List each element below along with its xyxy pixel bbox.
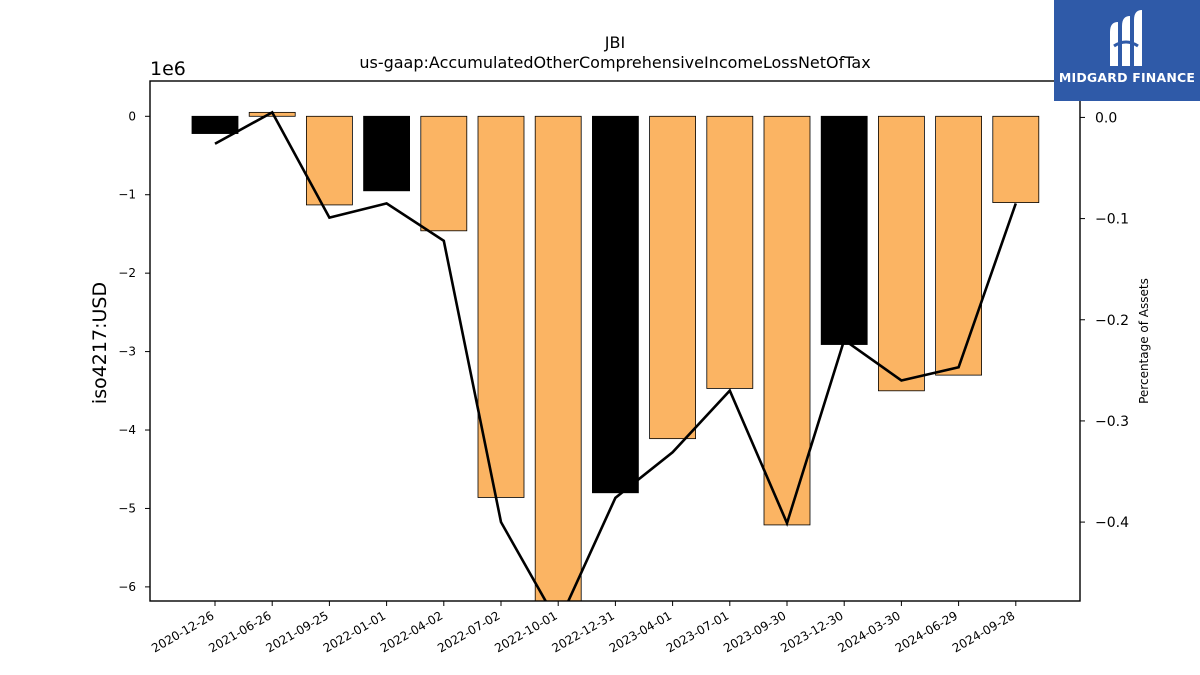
x-tick-label: 2023-04-01 — [607, 608, 674, 655]
x-tick-label: 2022-04-02 — [378, 608, 445, 655]
bar-2022-12-31 — [592, 115, 639, 494]
y-tick-label: −6 — [118, 580, 136, 594]
x-tick-label: 2021-06-26 — [206, 608, 273, 655]
bar-2023-09-30 — [763, 115, 811, 526]
x-tick-label: 2024-06-29 — [893, 608, 960, 655]
y-tick-label: −1 — [118, 188, 136, 202]
y2-tick-label: −0.3 — [1095, 414, 1129, 430]
x-tick-label: 2023-09-30 — [721, 608, 788, 655]
y-axis-label: iso4217:USD — [89, 282, 111, 404]
chart-title: JBI — [604, 33, 625, 52]
y-axis-offset-label: 1e6 — [150, 58, 186, 80]
line-layer — [214, 110, 1018, 601]
x-tick-label: 2024-03-30 — [835, 608, 902, 655]
percentage-line — [214, 110, 1018, 601]
bar-2022-10-01 — [534, 115, 582, 601]
y-tick-label: 0 — [128, 109, 136, 123]
x-tick-label: 2023-12-30 — [778, 608, 845, 655]
bar-2024-06-29 — [935, 115, 982, 376]
bar-2022-07-02 — [477, 115, 525, 498]
bar-2024-09-28 — [992, 115, 1040, 203]
bars-layer — [191, 111, 1040, 601]
bar-2023-04-01 — [649, 115, 696, 440]
y-tick-label: −5 — [118, 501, 136, 515]
y-tick-label: −3 — [118, 345, 136, 359]
bar-2022-04-02 — [420, 115, 468, 232]
y2-tick-label: −0.2 — [1095, 313, 1129, 329]
logo-text: MIDGARD FINANCE — [1058, 70, 1196, 85]
y-tick-label: −2 — [118, 266, 136, 280]
bar-2024-03-30 — [878, 115, 925, 392]
chart-subtitle: us-gaap:AccumulatedOtherComprehensiveInc… — [359, 53, 870, 72]
y2-tick-label: 0.0 — [1095, 110, 1117, 126]
y-tick-label: −4 — [118, 423, 136, 437]
bar-2023-07-01 — [706, 115, 754, 389]
y2-axis-label: Percentage of Assets — [1137, 278, 1151, 404]
x-tick-label: 2020-12-26 — [149, 608, 216, 655]
x-tick-label: 2021-09-25 — [263, 608, 330, 655]
bar-2020-12-26 — [191, 115, 239, 134]
bar-2023-12-30 — [820, 115, 868, 345]
bar-2022-01-01 — [363, 115, 411, 192]
brand-logo: MIDGARD FINANCE — [1054, 0, 1200, 101]
logo-mark-icon — [1110, 10, 1142, 66]
x-tick-label: 2022-10-01 — [492, 608, 559, 655]
y2-tick-label: −0.4 — [1095, 515, 1129, 531]
x-tick-label: 2024-09-28 — [950, 608, 1017, 655]
x-tick-label: 2022-07-02 — [435, 608, 502, 655]
y2-tick-label: −0.1 — [1095, 212, 1129, 228]
x-tick-label: 2022-12-31 — [549, 608, 616, 655]
x-tick-label: 2022-01-01 — [321, 608, 388, 655]
x-tick-label: 2023-07-01 — [664, 608, 731, 655]
bar-2021-09-25 — [305, 115, 353, 206]
